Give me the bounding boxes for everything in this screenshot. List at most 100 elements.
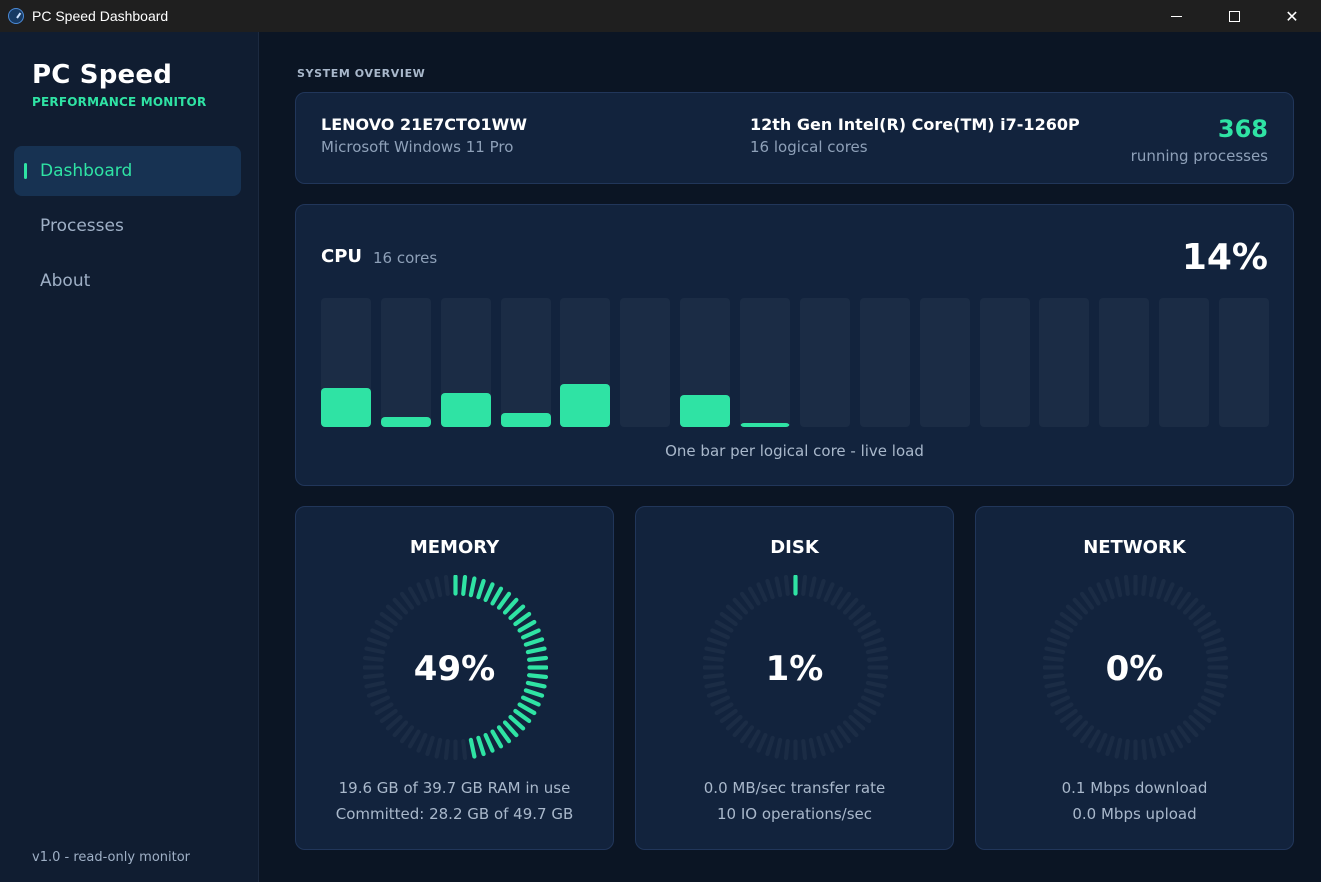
gauge-tick-active <box>468 576 477 598</box>
gauge-tick-active <box>496 591 512 610</box>
logical-cores: 16 logical cores <box>750 138 868 156</box>
gauge-tick <box>1105 578 1115 600</box>
gauge-tick <box>434 737 443 759</box>
network-percent: 0% <box>1105 649 1164 689</box>
gauge-tick <box>1123 738 1130 760</box>
gauge-tick <box>1114 737 1123 759</box>
gauge-tick <box>1141 575 1148 597</box>
gauge-tick <box>836 725 852 744</box>
gauge-tick <box>857 619 877 633</box>
sidebar-item-about[interactable]: About <box>14 256 241 306</box>
gauge-tick <box>719 708 738 724</box>
gauge-tick <box>1087 729 1101 749</box>
title-bar: PC Speed Dashboard ✕ <box>0 0 1321 32</box>
gauge-tick-active <box>513 708 532 724</box>
cpu-core-bar-12 <box>979 298 1030 427</box>
gauge-tick-active <box>468 737 477 759</box>
sidebar-item-label: Dashboard <box>40 161 133 181</box>
gauge-tick <box>710 628 730 640</box>
gauge-tick <box>739 725 755 744</box>
gauge-tick <box>1203 688 1225 698</box>
cpu-core-bar-fill <box>321 388 371 427</box>
gauge-tick-active <box>502 597 519 615</box>
gauge-tick <box>848 714 866 731</box>
cpu-core-bar-fill <box>440 393 491 427</box>
device-name: LENOVO 21E7CTO1WW <box>321 115 527 134</box>
gauge-tick-active <box>525 680 547 689</box>
cpu-core-bar-3 <box>440 298 491 427</box>
disk-gauge <box>703 575 888 760</box>
gauge-tick <box>714 702 734 716</box>
sidebar-item-processes[interactable]: Processes <box>14 201 241 251</box>
cpu-core-bar-13 <box>1039 298 1090 427</box>
gauge-tick <box>1079 725 1095 744</box>
network-title: NETWORK <box>1083 537 1186 558</box>
memory-title: MEMORY <box>409 537 500 558</box>
disk-io-text: 10 IO operations/sec <box>716 805 873 823</box>
gauge-tick <box>363 673 385 680</box>
minimize-button[interactable] <box>1147 0 1205 32</box>
gauge-tick-active <box>517 619 537 633</box>
cpu-core-bar-fill <box>680 394 731 427</box>
gauge-tick-active <box>526 655 548 662</box>
gauge-tick <box>857 702 877 716</box>
gauge-tick <box>861 695 881 707</box>
disk-percent: 1% <box>765 649 824 689</box>
cpu-core-bar-16 <box>1219 298 1270 427</box>
cpu-core-bar-fill <box>500 412 551 427</box>
gauge-tick-active <box>508 604 526 621</box>
speedometer-icon <box>8 8 24 24</box>
gauge-tick <box>366 637 388 647</box>
gauge-tick-active <box>483 733 495 753</box>
gauge-tick <box>836 591 852 610</box>
gauge-tick <box>842 720 859 738</box>
gauge-tick <box>370 628 390 640</box>
cpu-core-bar-6 <box>620 298 671 427</box>
gauge-tick <box>706 688 728 698</box>
gauge-tick-active <box>508 714 526 731</box>
sidebar-item-label: About <box>40 271 91 291</box>
cpu-core-bar-14 <box>1099 298 1150 427</box>
system-overview-card: LENOVO 21E7CTO1WW Microsoft Windows 11 P… <box>295 92 1294 184</box>
gauge-tick <box>801 575 808 597</box>
gauge-tick <box>374 702 394 716</box>
gauge-tick <box>1203 637 1225 647</box>
cpu-core-bar-7 <box>680 298 731 427</box>
gauge-tick <box>392 720 409 738</box>
gauge-tick <box>808 576 817 598</box>
gauge-tick <box>385 714 403 731</box>
gauge-tick <box>1044 646 1066 655</box>
gauge-tick <box>853 708 872 724</box>
close-button[interactable]: ✕ <box>1263 0 1321 32</box>
gauge-tick <box>1163 582 1175 602</box>
gauge-tick <box>756 733 768 753</box>
sidebar: PC Speed PERFORMANCE MONITOR Dashboard P… <box>0 32 259 882</box>
gauge-tick <box>1054 619 1074 633</box>
gauge-tick <box>783 575 790 597</box>
gauge-tick <box>1046 688 1068 698</box>
cpu-core-bar-fill <box>380 416 431 427</box>
gauge-tick <box>747 729 761 749</box>
gauge-tick <box>1170 586 1184 606</box>
gauge-tick <box>434 576 443 598</box>
memory-percent: 49% <box>413 649 496 689</box>
gauge-tick-active <box>490 586 504 606</box>
disk-card: DISK 1% 0.0 MB/sec transfer rate 10 IO o… <box>635 506 954 850</box>
gauge-tick <box>823 582 835 602</box>
gauge-tick <box>1114 576 1123 598</box>
gauge-tick <box>861 628 881 640</box>
gauge-tick <box>1206 655 1228 662</box>
sidebar-item-dashboard[interactable]: Dashboard <box>14 146 241 196</box>
gauge-tick <box>1065 714 1083 731</box>
gauge-tick <box>443 575 450 597</box>
gauge-tick <box>706 637 728 647</box>
maximize-button[interactable] <box>1205 0 1263 32</box>
gauge-tick <box>842 597 859 615</box>
gauge-tick <box>703 655 725 662</box>
window-title: PC Speed Dashboard <box>32 8 169 24</box>
gauge-tick <box>1096 582 1108 602</box>
gauge-tick-active <box>521 695 541 707</box>
cpu-core-bar-2 <box>380 298 431 427</box>
gauge-tick <box>725 714 743 731</box>
os-name: Microsoft Windows 11 Pro <box>321 138 514 156</box>
